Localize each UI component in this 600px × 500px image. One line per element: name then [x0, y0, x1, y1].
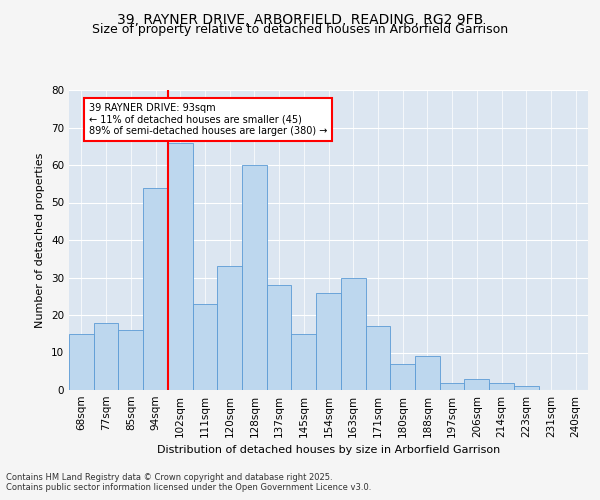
Bar: [242, 165, 267, 390]
Bar: [217, 266, 242, 390]
Bar: [440, 382, 464, 390]
Bar: [94, 322, 118, 390]
Bar: [514, 386, 539, 390]
Bar: [464, 379, 489, 390]
Bar: [292, 334, 316, 390]
Y-axis label: Number of detached properties: Number of detached properties: [35, 152, 46, 328]
Text: Contains HM Land Registry data © Crown copyright and database right 2025.
Contai: Contains HM Land Registry data © Crown c…: [6, 473, 371, 492]
Bar: [316, 292, 341, 390]
Bar: [118, 330, 143, 390]
Bar: [341, 278, 365, 390]
Bar: [168, 142, 193, 390]
Bar: [193, 304, 217, 390]
Bar: [365, 326, 390, 390]
Bar: [489, 382, 514, 390]
Text: Size of property relative to detached houses in Arborfield Garrison: Size of property relative to detached ho…: [92, 22, 508, 36]
Bar: [390, 364, 415, 390]
Bar: [143, 188, 168, 390]
Bar: [69, 334, 94, 390]
Text: 39 RAYNER DRIVE: 93sqm
← 11% of detached houses are smaller (45)
89% of semi-det: 39 RAYNER DRIVE: 93sqm ← 11% of detached…: [89, 103, 327, 136]
Text: 39, RAYNER DRIVE, ARBORFIELD, READING, RG2 9FB: 39, RAYNER DRIVE, ARBORFIELD, READING, R…: [117, 12, 483, 26]
Bar: [267, 285, 292, 390]
X-axis label: Distribution of detached houses by size in Arborfield Garrison: Distribution of detached houses by size …: [157, 446, 500, 456]
Bar: [415, 356, 440, 390]
